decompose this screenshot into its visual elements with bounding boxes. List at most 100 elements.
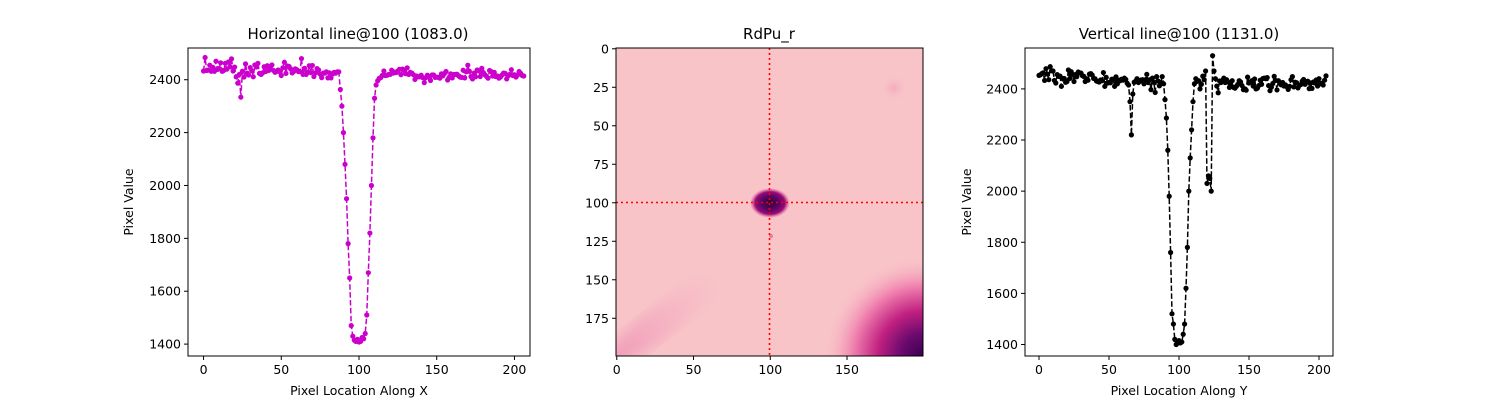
vertical-profile-point-195 [1309, 85, 1315, 91]
vertical-profile-point-65 [1127, 99, 1133, 105]
horizontal-profile-point-53 [283, 70, 289, 76]
horizontal-profile-y-label: Pixel Value [121, 168, 136, 236]
heatmap-image [616, 48, 923, 356]
horizontal-profile-point-170 [465, 62, 471, 68]
vertical-profile-point-25 [1071, 78, 1077, 85]
vertical-profile-point-148 [1243, 87, 1249, 93]
horizontal-profile-point-31 [249, 68, 255, 74]
vertical-profile-point-103 [1180, 331, 1186, 337]
vertical-profile-point-67 [1130, 91, 1136, 97]
vertical-profile-point-108 [1187, 155, 1193, 161]
horizontal-profile-point-111 [373, 82, 379, 88]
vertical-profile-axes-frame [1024, 47, 1334, 357]
vertical-profile-point-203 [1320, 82, 1326, 88]
image-y-tick-label-5: 125 [585, 234, 609, 249]
horizontal-profile-point-25 [239, 68, 246, 74]
horizontal-profile-point-206 [521, 73, 527, 79]
horizontal-profile-point-178 [477, 73, 483, 80]
vertical-profile-point-93 [1166, 193, 1172, 199]
horizontal-profile-point-93 [345, 241, 351, 247]
vertical-profile-point-89 [1161, 81, 1167, 87]
vertical-profile-point-35 [1085, 77, 1091, 83]
vertical-profile-point-77 [1144, 71, 1150, 77]
horizontal-profile-panel: Horizontal line@100 (1083.0) 0 50 100 150 20… [121, 25, 531, 398]
vertical-profile-point-149 [1245, 74, 1251, 80]
vertical-profile-point-83 [1152, 89, 1158, 96]
horizontal-profile-point-16 [225, 59, 232, 65]
horizontal-profile-x-ticks: 0 50 100 150 200 [200, 356, 527, 377]
horizontal-profile-point-116 [381, 68, 387, 74]
vertical-profile-point-64 [1126, 82, 1132, 88]
horizontal-profile-point-8 [213, 58, 219, 64]
vertical-profile-point-179 [1287, 83, 1293, 89]
vertical-profile-x-tick-label-2: 100 [1167, 362, 1191, 377]
vertical-profile-point-10 [1050, 68, 1056, 74]
horizontal-profile-point-127 [398, 72, 404, 78]
horizontal-profile-point-91 [342, 161, 348, 167]
horizontal-profile-point-11 [218, 60, 224, 66]
vertical-profile-y-tick-label-3: 2000 [986, 184, 1018, 199]
heatmap-light-streak [616, 280, 713, 356]
horizontal-profile-point-26 [241, 74, 247, 80]
horizontal-profile-point-108 [368, 182, 375, 189]
vertical-profile-point-45 [1099, 78, 1105, 84]
horizontal-profile-point-109 [370, 135, 376, 141]
horizontal-profile-point-52 [281, 59, 287, 65]
horizontal-profile-point-89 [339, 103, 345, 109]
vertical-profile-y-ticks: 1400 1600 1800 2000 2200 2400 [986, 81, 1025, 352]
horizontal-profile-x-label: Pixel Location Along X [290, 383, 428, 398]
horizontal-profile-point-51 [280, 65, 286, 71]
vertical-profile-point-205 [1323, 73, 1329, 79]
horizontal-profile-point-63 [298, 55, 305, 62]
vertical-profile-y-tick-label-1: 1600 [986, 286, 1018, 301]
horizontal-profile-point-156 [443, 68, 449, 75]
image-y-ticks: 0 25 50 75 100 125 150 175 [585, 41, 616, 326]
image-y-tick-label-3: 75 [593, 157, 609, 172]
horizontal-profile-y-tick-label-3: 2000 [149, 178, 181, 193]
horizontal-profile-point-179 [479, 65, 485, 71]
horizontal-profile-point-74 [315, 67, 322, 73]
horizontal-profile-point-92 [343, 196, 350, 202]
vertical-profile-point-12 [1053, 80, 1059, 86]
vertical-profile-point-181 [1289, 74, 1295, 80]
horizontal-profile-point-70 [309, 62, 315, 69]
horizontal-profile-point-50 [278, 72, 284, 79]
vertical-profile-point-126 [1212, 76, 1218, 82]
image-panel: RdPu_r 0 50 100 150 0 25 50 75 100 125 150 175 [585, 25, 924, 377]
horizontal-profile-point-29 [246, 72, 252, 78]
horizontal-profile-x-tick-label-2: 100 [347, 362, 371, 377]
vertical-profile-point-163 [1264, 75, 1270, 81]
vertical-profile-point-80 [1148, 87, 1154, 93]
horizontal-profile-y-tick-label-0: 1400 [149, 337, 181, 352]
horizontal-profile-point-1 [202, 54, 208, 61]
vertical-profile-point-159 [1259, 81, 1265, 87]
horizontal-profile-point-23 [236, 71, 242, 78]
horizontal-profile-point-175 [472, 74, 479, 80]
vertical-profile-x-ticks: 0 50 100 150 200 [1035, 356, 1331, 377]
horizontal-profile-x-tick-label-4: 200 [503, 362, 527, 377]
vertical-profile-line [1038, 55, 1327, 346]
vertical-profile-point-102 [1179, 339, 1185, 345]
vertical-profile-point-114 [1196, 78, 1202, 84]
vertical-profile-x-tick-label-3: 150 [1237, 362, 1261, 377]
image-axes-frame [615, 47, 924, 357]
vertical-profile-point-128 [1215, 90, 1221, 96]
vertical-profile-point-91 [1163, 115, 1169, 121]
vertical-profile-point-105 [1183, 285, 1189, 291]
horizontal-profile-title: Horizontal line@100 (1083.0) [247, 25, 468, 43]
vertical-profile-point-8 [1047, 64, 1053, 70]
heatmap-dark-corner [823, 256, 923, 356]
image-title: RdPu_r [743, 25, 796, 44]
vertical-profile-point-75 [1141, 81, 1147, 87]
horizontal-profile-point-27 [242, 61, 249, 67]
vertical-profile-series [1036, 53, 1329, 348]
vertical-profile-point-106 [1184, 244, 1190, 250]
vertical-profile-title: Vertical line@100 (1131.0) [1079, 25, 1280, 43]
vertical-profile-point-7 [1046, 77, 1052, 83]
vertical-profile-point-182 [1291, 84, 1297, 90]
vertical-profile-point-122 [1207, 175, 1213, 181]
vertical-profile-point-3 [1040, 70, 1046, 76]
vertical-profile-point-84 [1154, 74, 1160, 80]
vertical-profile-point-110 [1190, 99, 1196, 105]
